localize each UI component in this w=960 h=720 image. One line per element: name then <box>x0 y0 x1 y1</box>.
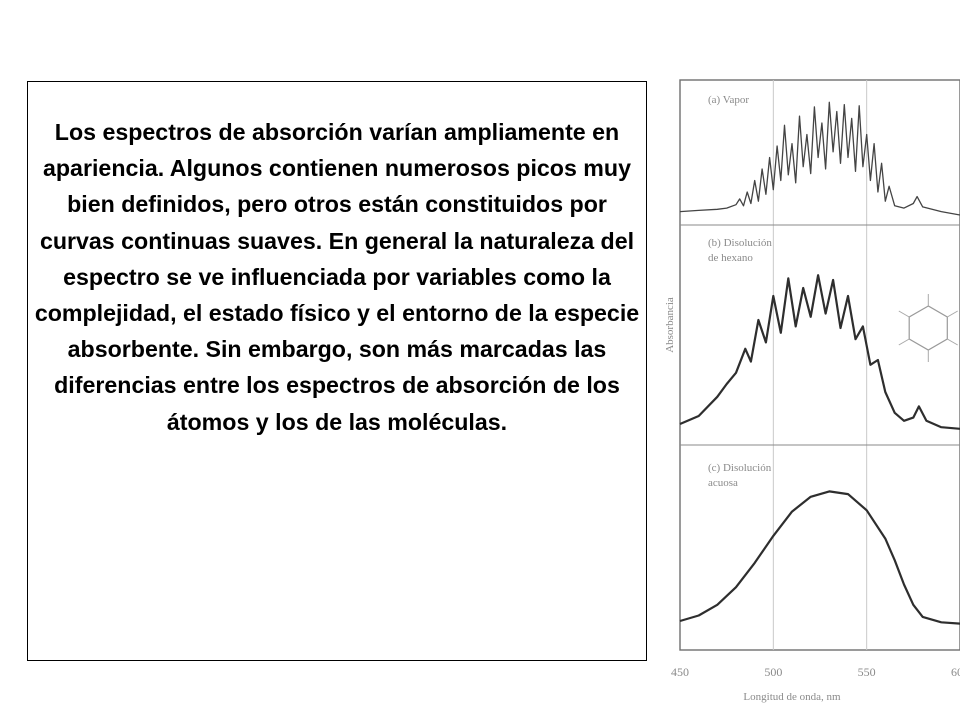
benzene-bond-5 <box>947 338 958 346</box>
x-axis-label: Longitud de onda, nm <box>743 691 841 703</box>
y-axis-label: Absorbancia <box>664 297 676 353</box>
absorption-spectra-figure: (a) Vapor (b) Disolución de hexano (c) Diso… <box>664 79 960 703</box>
benzene-ring <box>908 305 948 351</box>
panel-label-2-line-1: (b) Disolución <box>708 237 772 249</box>
spectrum-line-2 <box>679 274 960 430</box>
x-tick-label-450: 450 <box>671 665 689 679</box>
panel-label-3-line-1: (c) Disolución <box>708 462 772 474</box>
x-tick-label-600: 600 <box>951 665 960 679</box>
benzene-bond-2 <box>898 310 910 318</box>
spectrum-line-3 <box>679 490 960 625</box>
x-tick-label-550: 550 <box>858 665 876 679</box>
spectrum-line-1 <box>679 101 960 216</box>
text-box: Los espectros de absorción varían amplia… <box>27 81 647 661</box>
benzene-bond-6 <box>947 310 958 318</box>
x-tick-label-500: 500 <box>764 665 782 679</box>
panel-label-1-line-1: (a) Vapor <box>708 94 749 106</box>
body-text: Los espectros de absorción varían amplia… <box>34 119 640 435</box>
plot-frame <box>679 79 960 651</box>
panel-label-3-line-2: acuosa <box>708 477 738 489</box>
benzene-bond-3 <box>898 338 910 346</box>
panel-label-2-line-2: de hexano <box>708 252 753 264</box>
